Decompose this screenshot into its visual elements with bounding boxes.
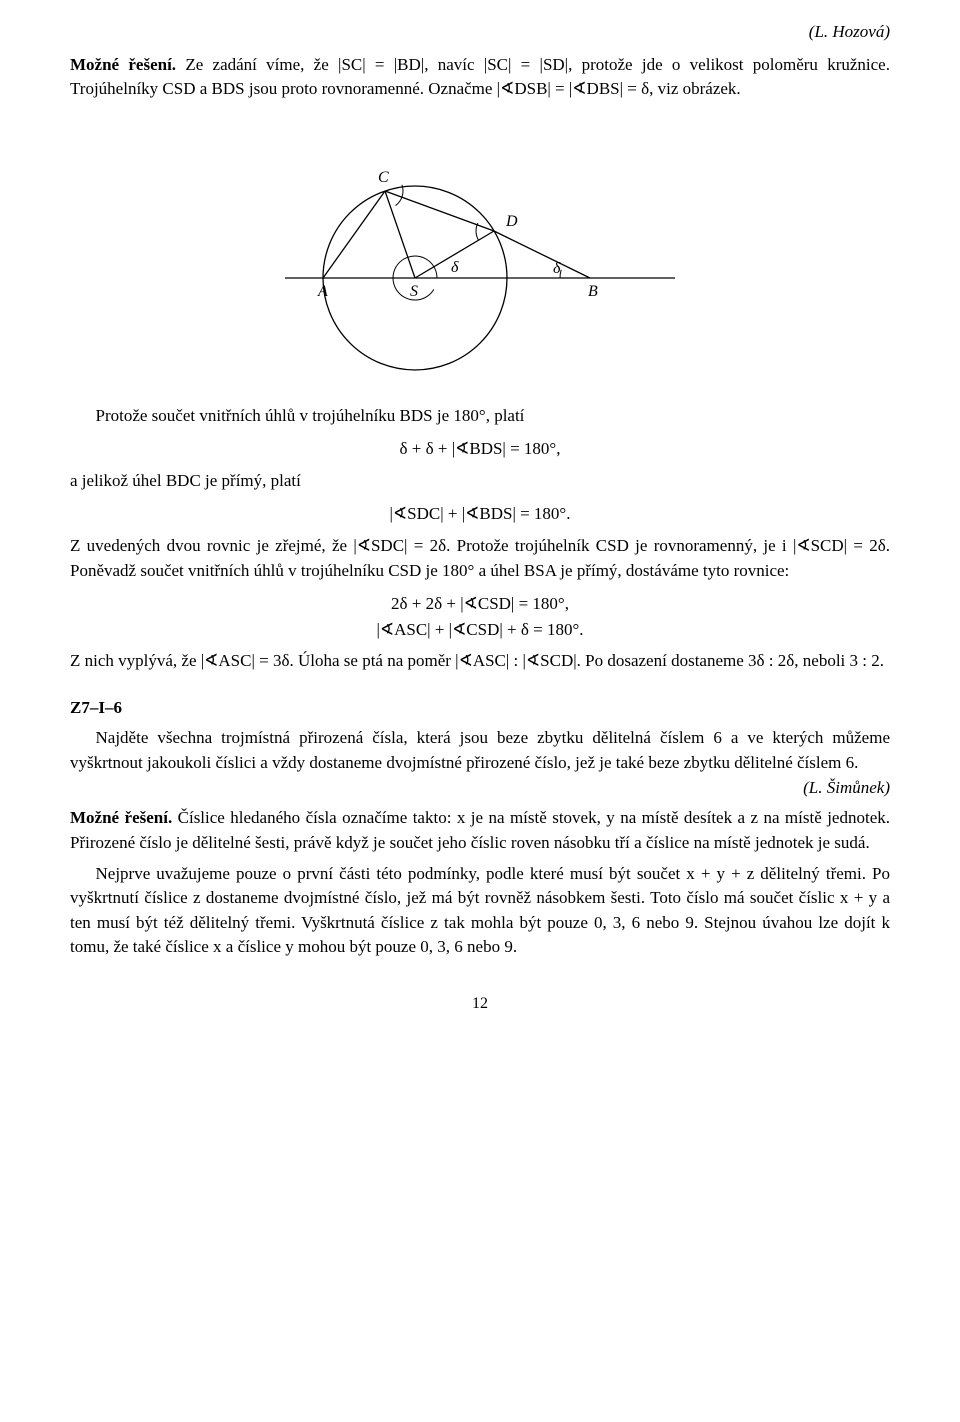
author-credit-2: (L. Šimůnek)	[778, 776, 890, 801]
svg-text:C: C	[378, 169, 389, 186]
paragraph-1: Možné řešení. Ze zadání víme, že |SC| = …	[70, 53, 890, 102]
paragraph-5: Z nich vyplývá, že |∢ASC| = 3δ. Úloha se…	[70, 649, 890, 674]
svg-text:A: A	[317, 283, 328, 300]
geometry-figure: A S B C Dδ δ	[70, 118, 890, 378]
p7-text: Číslice hledaného čísla označíme takto: …	[70, 808, 890, 852]
geometry-svg: A S B C Dδ δ	[270, 118, 690, 378]
equation-3a: 2δ + 2δ + |∢CSD| = 180°,	[70, 592, 890, 617]
paragraph-2: Protože součet vnitřních úhlů v trojúhel…	[70, 404, 890, 429]
paragraph-7: Možné řešení. Číslice hledaného čísla oz…	[70, 806, 890, 855]
equation-1: δ + δ + |∢BDS| = 180°,	[70, 437, 890, 462]
p6-text: Najděte všechna trojmístná přirozená čís…	[70, 728, 890, 772]
svg-text:δ: δ	[553, 260, 561, 277]
paragraph-4: Z uvedených dvou rovnic je zřejmé, že |∢…	[70, 534, 890, 583]
svg-text:S: S	[410, 283, 418, 300]
equation-3b: |∢ASC| + |∢CSD| + δ = 180°.	[70, 618, 890, 643]
paragraph-8: Nejprve uvažujeme pouze o první části té…	[70, 862, 890, 961]
paragraph-6: Najděte všechna trojmístná přirozená čís…	[70, 726, 890, 775]
solution-heading: Možné řešení.	[70, 55, 176, 74]
paragraph-3: a jelikož úhel BDC je přímý, platí	[70, 469, 890, 494]
svg-text:D: D	[505, 213, 518, 230]
p1-text: Ze zadání víme, že |SC| = |BD|, navíc |S…	[70, 55, 890, 99]
page-number: 12	[70, 992, 890, 1015]
svg-text:B: B	[588, 283, 598, 300]
svg-text:δ: δ	[451, 259, 459, 276]
section-heading: Z7–I–6	[70, 696, 890, 721]
equation-2: |∢SDC| + |∢BDS| = 180°.	[70, 502, 890, 527]
author-credit: (L. Hozová)	[70, 20, 890, 45]
solution-heading-2: Možné řešení.	[70, 808, 172, 827]
